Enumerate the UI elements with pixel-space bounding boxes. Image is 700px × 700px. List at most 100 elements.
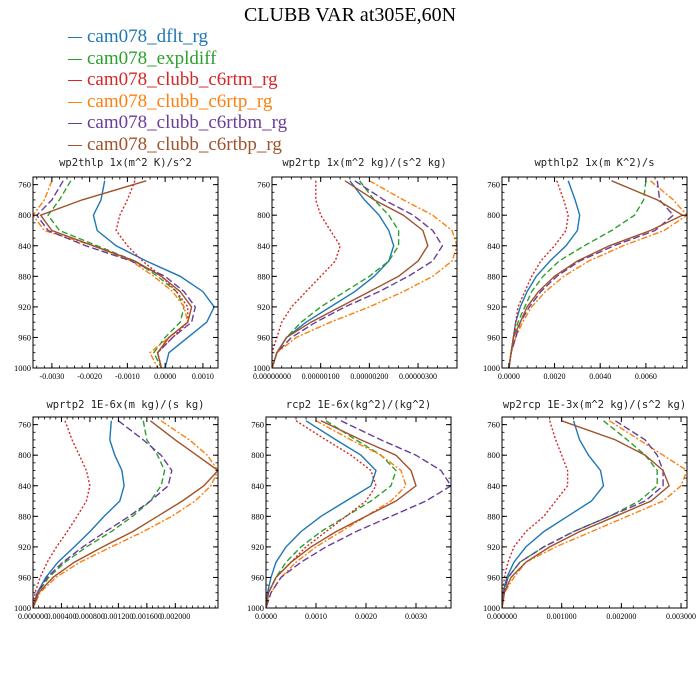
series-line [33, 420, 166, 608]
y-tick-label: 920 [18, 542, 31, 552]
y-tick-label: 840 [257, 241, 270, 251]
series-line [266, 420, 417, 608]
x-tick-label: 0.0000 [255, 612, 277, 621]
legend-swatch [68, 80, 82, 82]
series-line [508, 180, 687, 368]
series-line [33, 420, 125, 608]
x-tick-label: 0.0030 [405, 612, 427, 621]
series-line [272, 180, 395, 368]
series-group [272, 180, 457, 368]
series-line [33, 420, 91, 608]
y-tick-label: 920 [487, 542, 500, 552]
y-tick-label: 920 [257, 302, 270, 312]
x-tick-label: 0.003000 [666, 612, 696, 621]
series-line [266, 420, 407, 608]
series-line [35, 180, 197, 368]
y-tick-label: 800 [251, 450, 264, 460]
series-group [266, 420, 451, 608]
y-tick-label: 1000 [483, 603, 500, 613]
legend-label: cam078_clubb_c6rtbm_rg [87, 112, 288, 133]
y-tick-label: 960 [18, 572, 31, 582]
x-tick-label: 0.000800 [75, 612, 105, 621]
series-line [502, 420, 687, 608]
x-tick-label: 0.000400 [46, 612, 76, 621]
series-line [33, 420, 218, 608]
y-tick-label: 960 [257, 332, 270, 342]
panel-title: wp2thlp 1x(m^2 K)/s^2 [59, 157, 192, 169]
legend-item: cam078_clubb_c6rtp_rg [68, 91, 287, 113]
figure-title: CLUBB VAR at305E,60N [243, 4, 457, 26]
plot-frame [32, 176, 219, 369]
legend-swatch [68, 123, 82, 125]
y-tick-label: 880 [18, 511, 31, 521]
legend-swatch [68, 37, 82, 39]
y-tick-label: 920 [18, 302, 31, 312]
panel-title: wp2rtp 1x(m^2 kg)/(s^2 kg) [282, 157, 447, 169]
panel: 76080084088092096010000.0000000.0004000.… [14, 416, 219, 621]
x-tick-label: 0.001200 [103, 612, 133, 621]
panel-title: wpthlp2 1x(m K^2)/s [534, 157, 655, 169]
series-line [508, 180, 647, 368]
y-tick-label: 760 [18, 180, 31, 190]
y-tick-label: 840 [18, 241, 31, 251]
series-line [508, 180, 675, 368]
y-tick-label: 1000 [253, 363, 270, 373]
y-tick-label: 840 [487, 241, 500, 251]
legend-item: cam078_clubb_c6rtm_rg [68, 69, 287, 91]
legend: cam078_dflt_rg cam078_expldiff cam078_club… [68, 26, 287, 155]
x-tick-label: 0.002000 [606, 612, 636, 621]
series-line [502, 420, 670, 608]
y-tick-label: 800 [18, 210, 31, 220]
series-line [33, 420, 218, 608]
panel-title: rcp2 1E-6x(kg^2)/(kg^2) [285, 399, 432, 411]
x-tick-label: 0.000000 [487, 612, 517, 621]
y-tick-label: 760 [487, 180, 500, 190]
y-tick-label: 1000 [14, 363, 31, 373]
legend-label: cam078_dflt_rg [87, 26, 209, 47]
panel: 760 800 840 880 920 960 1000 -0.0030 -0.0020 -0.0… [14, 176, 219, 381]
series-line [502, 420, 605, 608]
y-tick-label: 800 [18, 450, 31, 460]
y-tick-label: 840 [251, 481, 264, 491]
y-tick-label: 960 [251, 572, 264, 582]
series-line [47, 180, 185, 368]
y-tick-label: 960 [487, 572, 500, 582]
plot-frame [501, 416, 688, 609]
series-line [508, 180, 684, 368]
x-tick-label: 0.0020 [544, 372, 566, 381]
x-tick-label: -0.0030 [40, 372, 65, 381]
legend-item: cam078_clubb_c6rtbm_rg [68, 112, 287, 134]
x-tick-label: 0.0060 [635, 372, 657, 381]
x-tick-label: 0.0000 [154, 372, 176, 381]
y-tick-label: 920 [251, 542, 264, 552]
series-group [33, 180, 216, 368]
y-tick-label: 880 [257, 271, 270, 281]
y-tick-label: 1000 [247, 603, 264, 613]
series-line [92, 180, 216, 368]
x-tick-label: 0.001000 [547, 612, 577, 621]
series-line [266, 420, 451, 608]
y-tick-label: 840 [487, 481, 500, 491]
series-line [39, 180, 193, 368]
y-tick-label: 920 [487, 302, 500, 312]
series-line [272, 180, 457, 368]
legend-swatch [68, 101, 82, 103]
x-tick-label: -0.0020 [77, 372, 102, 381]
panel-title: wprtp2 1E-6x(m kg)/(s kg) [46, 399, 205, 411]
y-tick-label: 800 [487, 210, 500, 220]
legend-item: cam078_clubb_c6rtbp_rg [68, 134, 287, 156]
plot-frame [32, 416, 219, 609]
x-tick-label: 0.001600 [132, 612, 162, 621]
y-tick-label: 880 [18, 271, 31, 281]
x-tick-label: 0.0010 [192, 372, 214, 381]
y-tick-label: 880 [251, 511, 264, 521]
x-tick-label: 0.00000000 [253, 372, 291, 381]
legend-label: cam078_clubb_c6rtbp_rg [87, 133, 282, 155]
series-line [33, 420, 173, 608]
y-tick-label: 1000 [14, 603, 31, 613]
y-tick-label: 960 [18, 332, 31, 342]
